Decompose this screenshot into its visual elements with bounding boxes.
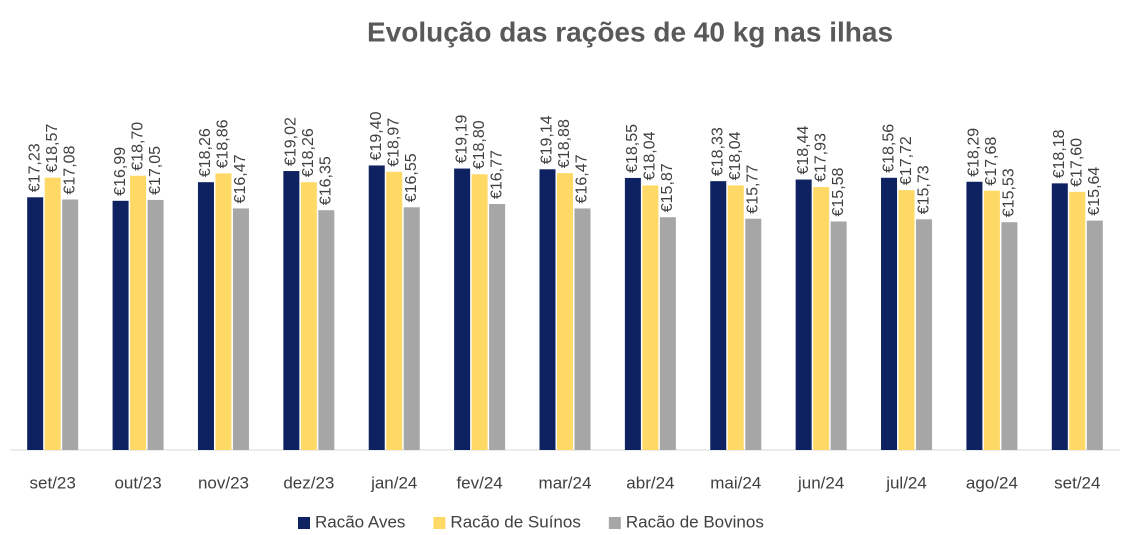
bar — [318, 210, 335, 450]
data-label: €15,53 — [1001, 168, 1018, 217]
data-label: €18,56 — [880, 124, 897, 173]
data-label: €18,29 — [966, 128, 983, 177]
x-tick-label: abr/24 — [626, 473, 674, 492]
bar — [745, 218, 762, 450]
data-label: €15,58 — [830, 167, 847, 216]
data-label: €17,68 — [983, 137, 1000, 186]
data-label: €18,04 — [642, 131, 659, 180]
x-tick-label: jul/24 — [885, 473, 927, 492]
legend-swatch — [433, 517, 446, 529]
bar — [898, 190, 915, 450]
data-label: €17,93 — [812, 133, 829, 182]
bar — [489, 204, 506, 450]
x-tick-label: out/23 — [114, 473, 161, 492]
bar — [386, 171, 403, 451]
bar — [283, 171, 300, 451]
bar — [1001, 222, 1018, 450]
bar — [966, 181, 983, 450]
data-label: €19,19 — [453, 115, 470, 164]
x-tick-label: mar/24 — [539, 473, 592, 492]
bar — [454, 168, 471, 450]
data-label: €18,88 — [556, 119, 573, 168]
bar — [624, 177, 641, 450]
data-label: €18,57 — [44, 124, 61, 173]
data-label: €16,47 — [232, 154, 249, 203]
bar — [710, 181, 727, 450]
bar — [539, 169, 556, 450]
x-tick-label: ago/24 — [966, 473, 1018, 492]
bar — [130, 175, 147, 450]
data-label: €19,14 — [539, 115, 556, 164]
bar — [1051, 183, 1068, 451]
data-label: €18,33 — [709, 127, 726, 176]
bar — [215, 173, 232, 451]
data-label: €18,97 — [385, 118, 402, 167]
x-tick-label: nov/23 — [198, 473, 249, 492]
bar — [881, 177, 898, 450]
data-label: €18,44 — [795, 126, 812, 175]
legend-label: Racão de Suínos — [450, 512, 580, 531]
bar — [830, 221, 847, 450]
bar — [471, 174, 488, 450]
legend-swatch — [298, 517, 310, 529]
bar — [300, 182, 317, 451]
bar — [368, 165, 385, 450]
data-label: €17,08 — [61, 145, 78, 194]
data-label: €19,02 — [283, 117, 300, 166]
x-tick-label: set/24 — [1054, 473, 1100, 492]
data-label: €15,87 — [659, 163, 676, 212]
legend-label: Racão Aves — [315, 512, 405, 531]
data-label: €16,99 — [112, 147, 129, 196]
data-label: €18,80 — [471, 120, 488, 169]
data-label: €18,26 — [197, 128, 214, 177]
bar — [27, 197, 44, 450]
data-label: €15,73 — [915, 165, 932, 214]
x-tick-label: jun/24 — [797, 473, 844, 492]
bar — [659, 217, 676, 450]
x-tick-label: set/23 — [30, 473, 76, 492]
chart-title: Evolução das rações de 40 kg nas ilhas — [367, 16, 893, 47]
data-label: €16,35 — [318, 156, 335, 205]
x-tick-label: fev/24 — [456, 473, 502, 492]
bar — [403, 207, 420, 450]
bar — [112, 200, 129, 450]
data-label: €19,40 — [368, 111, 385, 160]
data-label: €15,64 — [1086, 167, 1103, 216]
data-label: €18,18 — [1051, 129, 1068, 178]
legend-label: Racão de Bovinos — [626, 512, 764, 531]
x-tick-label: mai/24 — [710, 473, 761, 492]
bar — [642, 185, 659, 450]
data-label: €18,86 — [215, 119, 232, 168]
bar — [197, 182, 214, 451]
bar — [727, 185, 744, 450]
x-tick-label: dez/23 — [283, 473, 334, 492]
data-label: €16,47 — [574, 154, 591, 203]
data-label: €17,60 — [1069, 138, 1086, 187]
bar — [1069, 191, 1086, 450]
bar — [916, 219, 933, 450]
bar — [557, 173, 573, 451]
data-label: €16,55 — [403, 153, 420, 202]
data-label: €17,05 — [147, 146, 164, 195]
bar — [983, 190, 1000, 450]
data-label: €18,26 — [300, 128, 317, 177]
bar — [232, 208, 249, 450]
data-label: €18,04 — [727, 131, 744, 180]
data-label: €18,70 — [129, 122, 146, 171]
data-label: €15,77 — [744, 165, 761, 214]
bar — [62, 199, 79, 450]
bar — [147, 199, 164, 450]
bar — [813, 187, 830, 450]
data-label: €16,77 — [488, 150, 505, 199]
x-tick-label: jan/24 — [370, 473, 417, 492]
data-label: €18,55 — [624, 124, 641, 173]
data-label: €17,72 — [898, 136, 915, 185]
bar — [574, 208, 591, 450]
legend-swatch — [608, 517, 621, 529]
bar — [1086, 220, 1103, 450]
bar — [795, 179, 812, 450]
bar — [44, 177, 61, 450]
data-label: €17,23 — [26, 143, 43, 192]
